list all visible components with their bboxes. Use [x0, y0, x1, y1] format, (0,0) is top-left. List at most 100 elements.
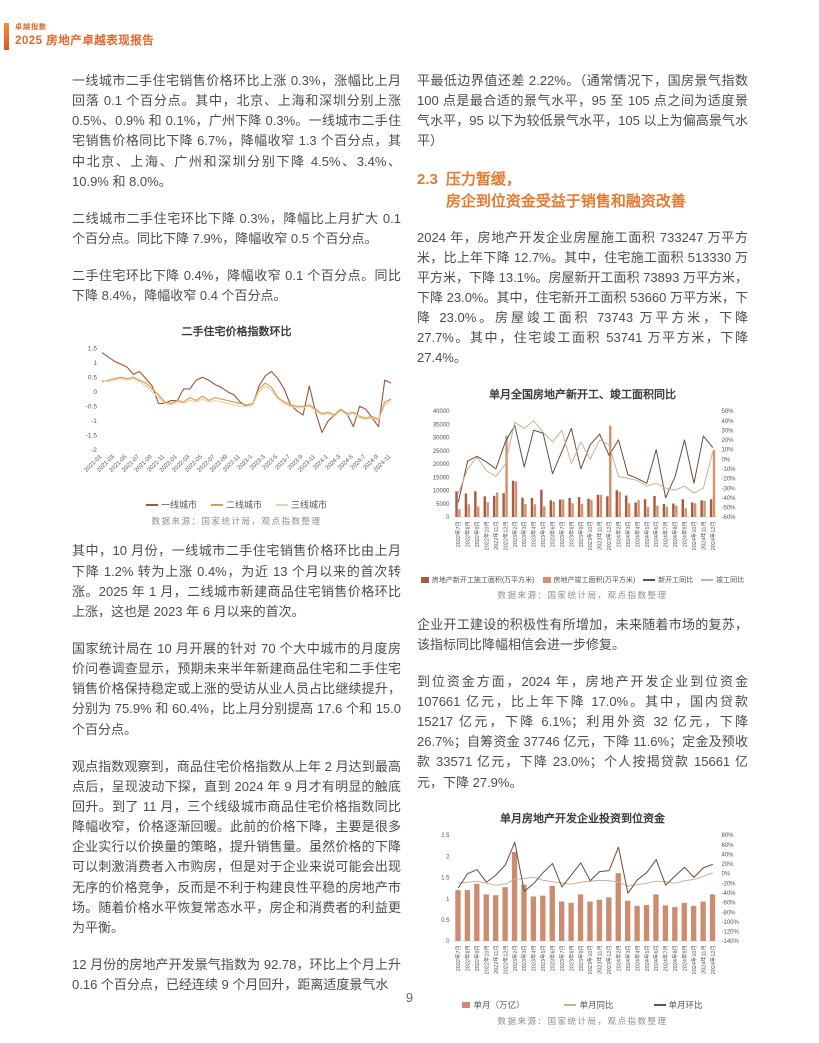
legend-item: 房地产新开工施工面积(万平方米) — [420, 575, 535, 585]
header-kicker: 卓越指数 — [15, 24, 47, 31]
paragraph-october-turn: 其中，10 月份，一线城市二手住宅销售价格环比由上月下降 1.2% 转为上涨 0… — [72, 543, 401, 619]
svg-text:2024年6月: 2024年6月 — [652, 521, 660, 547]
svg-text:2024年7月: 2024年7月 — [662, 521, 670, 547]
svg-text:2023年9月: 2023年9月 — [577, 521, 585, 547]
svg-text:2023年5月: 2023年5月 — [539, 521, 547, 547]
page-number: 9 — [405, 990, 414, 1005]
svg-text:2023年2月: 2023年2月 — [511, 521, 519, 547]
legend-swatch — [145, 503, 158, 506]
chart-legend: 房地产新开工施工面积(万平方米) 房地产竣工面积(万平方米) 新开工同比 竣工同比 — [417, 575, 748, 585]
svg-text:30000: 30000 — [433, 435, 450, 441]
svg-text:0%: 0% — [722, 457, 731, 463]
svg-text:2022年8月: 2022年8月 — [464, 945, 472, 971]
svg-text:2024年2月: 2024年2月 — [615, 945, 623, 971]
svg-text:2022年12月: 2022年12月 — [501, 521, 509, 550]
svg-text:60%: 60% — [722, 843, 735, 849]
svg-text:25000: 25000 — [433, 448, 450, 454]
svg-text:2023年7月: 2023年7月 — [558, 945, 566, 971]
svg-text:2024年10月: 2024年10月 — [690, 945, 698, 974]
svg-text:-1.5: -1.5 — [86, 433, 98, 440]
svg-text:2023年11月: 2023年11月 — [596, 945, 604, 974]
svg-text:2022年7月: 2022年7月 — [454, 521, 462, 547]
svg-text:2024年8月: 2024年8月 — [671, 521, 679, 547]
chart-legend: 单月（万亿） 单月同比 单月环比 — [417, 999, 748, 1011]
legend-swatch — [210, 503, 223, 506]
svg-text:2023年8月: 2023年8月 — [567, 945, 575, 971]
svg-text:2024年11月: 2024年11月 — [699, 521, 707, 550]
legend-label: 房地产竣工面积(万平方米) — [553, 576, 636, 584]
svg-text:-20%: -20% — [722, 881, 737, 887]
svg-text:2024年5月: 2024年5月 — [643, 945, 651, 971]
svg-text:2024年3月: 2024年3月 — [624, 521, 632, 547]
svg-text:2022年8月: 2022年8月 — [464, 521, 472, 547]
svg-text:20%: 20% — [722, 862, 735, 868]
svg-text:40%: 40% — [722, 418, 735, 424]
legend-item: 新开工同比 — [643, 575, 693, 585]
legend-swatch — [276, 503, 288, 506]
svg-text:5000: 5000 — [436, 501, 450, 507]
svg-text:35000: 35000 — [433, 422, 450, 428]
paragraph-prosperity-index: 12 月份的房地产开发景气指数为 92.78，环比上个月上升 0.16 个百分点… — [72, 956, 401, 993]
legend-item: 二线城市 — [210, 498, 262, 511]
legend-swatch — [542, 576, 551, 583]
svg-text:2023年12月: 2023年12月 — [605, 945, 613, 974]
svg-text:2024年2月: 2024年2月 — [615, 521, 623, 547]
svg-text:-100%: -100% — [722, 920, 740, 926]
svg-text:-10%: -10% — [722, 467, 737, 473]
paragraph-construction-outlook: 企业开工建设的积极性有所增加，未来随着市场的复苏，该指标同比降幅相信会进一步修复… — [417, 616, 748, 652]
svg-text:0%: 0% — [722, 871, 731, 877]
svg-text:2024年8月: 2024年8月 — [671, 945, 679, 971]
monthly-funds-chart-canvas: 2.5 2 1.5 1 0.5 0 80% 60% 40% 20% 0% -20% -40% -60% -8… — [441, 833, 740, 974]
svg-text:2022年12月: 2022年12月 — [501, 945, 509, 974]
svg-text:-60%: -60% — [722, 900, 737, 906]
legend-label: 单月同比 — [579, 999, 614, 1010]
svg-text:1.5: 1.5 — [88, 346, 97, 353]
legend-item: 房地产竣工面积(万平方米) — [542, 575, 636, 585]
secondhand-price-index-chart-canvas: 1.510.50-0.5-1-1.5-22021-012021-032021-0… — [84, 346, 393, 474]
legend-label: 一线城市 — [160, 500, 197, 511]
svg-text:2023年10月: 2023年10月 — [586, 521, 594, 550]
legend-label: 单月环比 — [668, 999, 703, 1010]
svg-text:15000: 15000 — [433, 475, 450, 481]
legend-swatch — [653, 1003, 666, 1006]
svg-text:2023年2月: 2023年2月 — [511, 945, 519, 971]
legend-swatch — [462, 1001, 471, 1008]
svg-text:-120%: -120% — [722, 929, 740, 935]
secondhand-price-index-chart: 二手住宅价格指数环比 1.5 1 0.5 0 -0.5 -1 -1.5 -2 2021-01 20… — [72, 323, 401, 527]
svg-text:2023年3月: 2023年3月 — [520, 945, 528, 971]
chart-title: 单月全国房地产新开工、竣工面积同比 — [489, 388, 676, 401]
svg-text:-1: -1 — [91, 418, 97, 425]
svg-text:2.5: 2.5 — [441, 833, 450, 839]
chart-source: 数据来源：国家统计局，观点指数整理 — [497, 1015, 668, 1026]
paragraph-tier2-prices: 二线城市二手住宅环比下降 0.3%，降幅比上月扩大 0.1 个百分点。同比下降 … — [72, 210, 401, 246]
legend-label: 二线城市 — [225, 500, 262, 511]
header-accent-bar — [4, 23, 9, 50]
left-column: 一线城市二手住宅销售价格环比上涨 0.3%，涨幅比上月回落 0.1 个百分点。其… — [72, 71, 401, 1012]
svg-text:2022年9月: 2022年9月 — [473, 945, 481, 971]
svg-text:2022年7月: 2022年7月 — [454, 945, 462, 971]
legend-item: 一线城市 — [145, 498, 197, 511]
new-starts-completions-chart: 单月全国房地产新开工、竣工面积同比 40000 35000 30000 25000 20… — [417, 386, 748, 601]
svg-text:2024年4月: 2024年4月 — [633, 945, 641, 971]
svg-text:2023年8月: 2023年8月 — [567, 521, 575, 547]
svg-text:-40%: -40% — [722, 495, 737, 501]
svg-text:2022年9月: 2022年9月 — [473, 521, 481, 547]
chart-source: 数据来源：国家统计局，观点指数整理 — [151, 516, 322, 527]
svg-text:2023年5月: 2023年5月 — [539, 945, 547, 971]
chart-legend: 一线城市 二线城市 三线城市 — [72, 498, 401, 511]
svg-text:-140%: -140% — [722, 939, 740, 945]
svg-text:40000: 40000 — [433, 409, 450, 415]
svg-text:-20%: -20% — [722, 476, 737, 482]
svg-text:-40%: -40% — [722, 891, 737, 897]
svg-text:2023年10月: 2023年10月 — [586, 945, 594, 974]
paragraph-prosperity-continued: 平最低边界值还差 2.22%。（通常情况下，国房景气指数 100 点是最合适的景… — [417, 73, 748, 149]
svg-text:2022年10月: 2022年10月 — [483, 521, 491, 550]
svg-text:2023年7月: 2023年7月 — [558, 521, 566, 547]
svg-text:30%: 30% — [722, 428, 735, 434]
svg-text:2024年9月: 2024年9月 — [681, 945, 689, 971]
svg-text:2024年3月: 2024年3月 — [624, 945, 632, 971]
legend-swatch — [643, 578, 656, 581]
paragraph-nbs-survey: 国家统计局在 10 月开展的针对 70 个大中城市的月度房价问卷调查显示，预期未… — [72, 640, 401, 737]
chart-title: 单月房地产开发企业投资到位资金 — [500, 812, 665, 825]
svg-text:0: 0 — [446, 515, 450, 521]
